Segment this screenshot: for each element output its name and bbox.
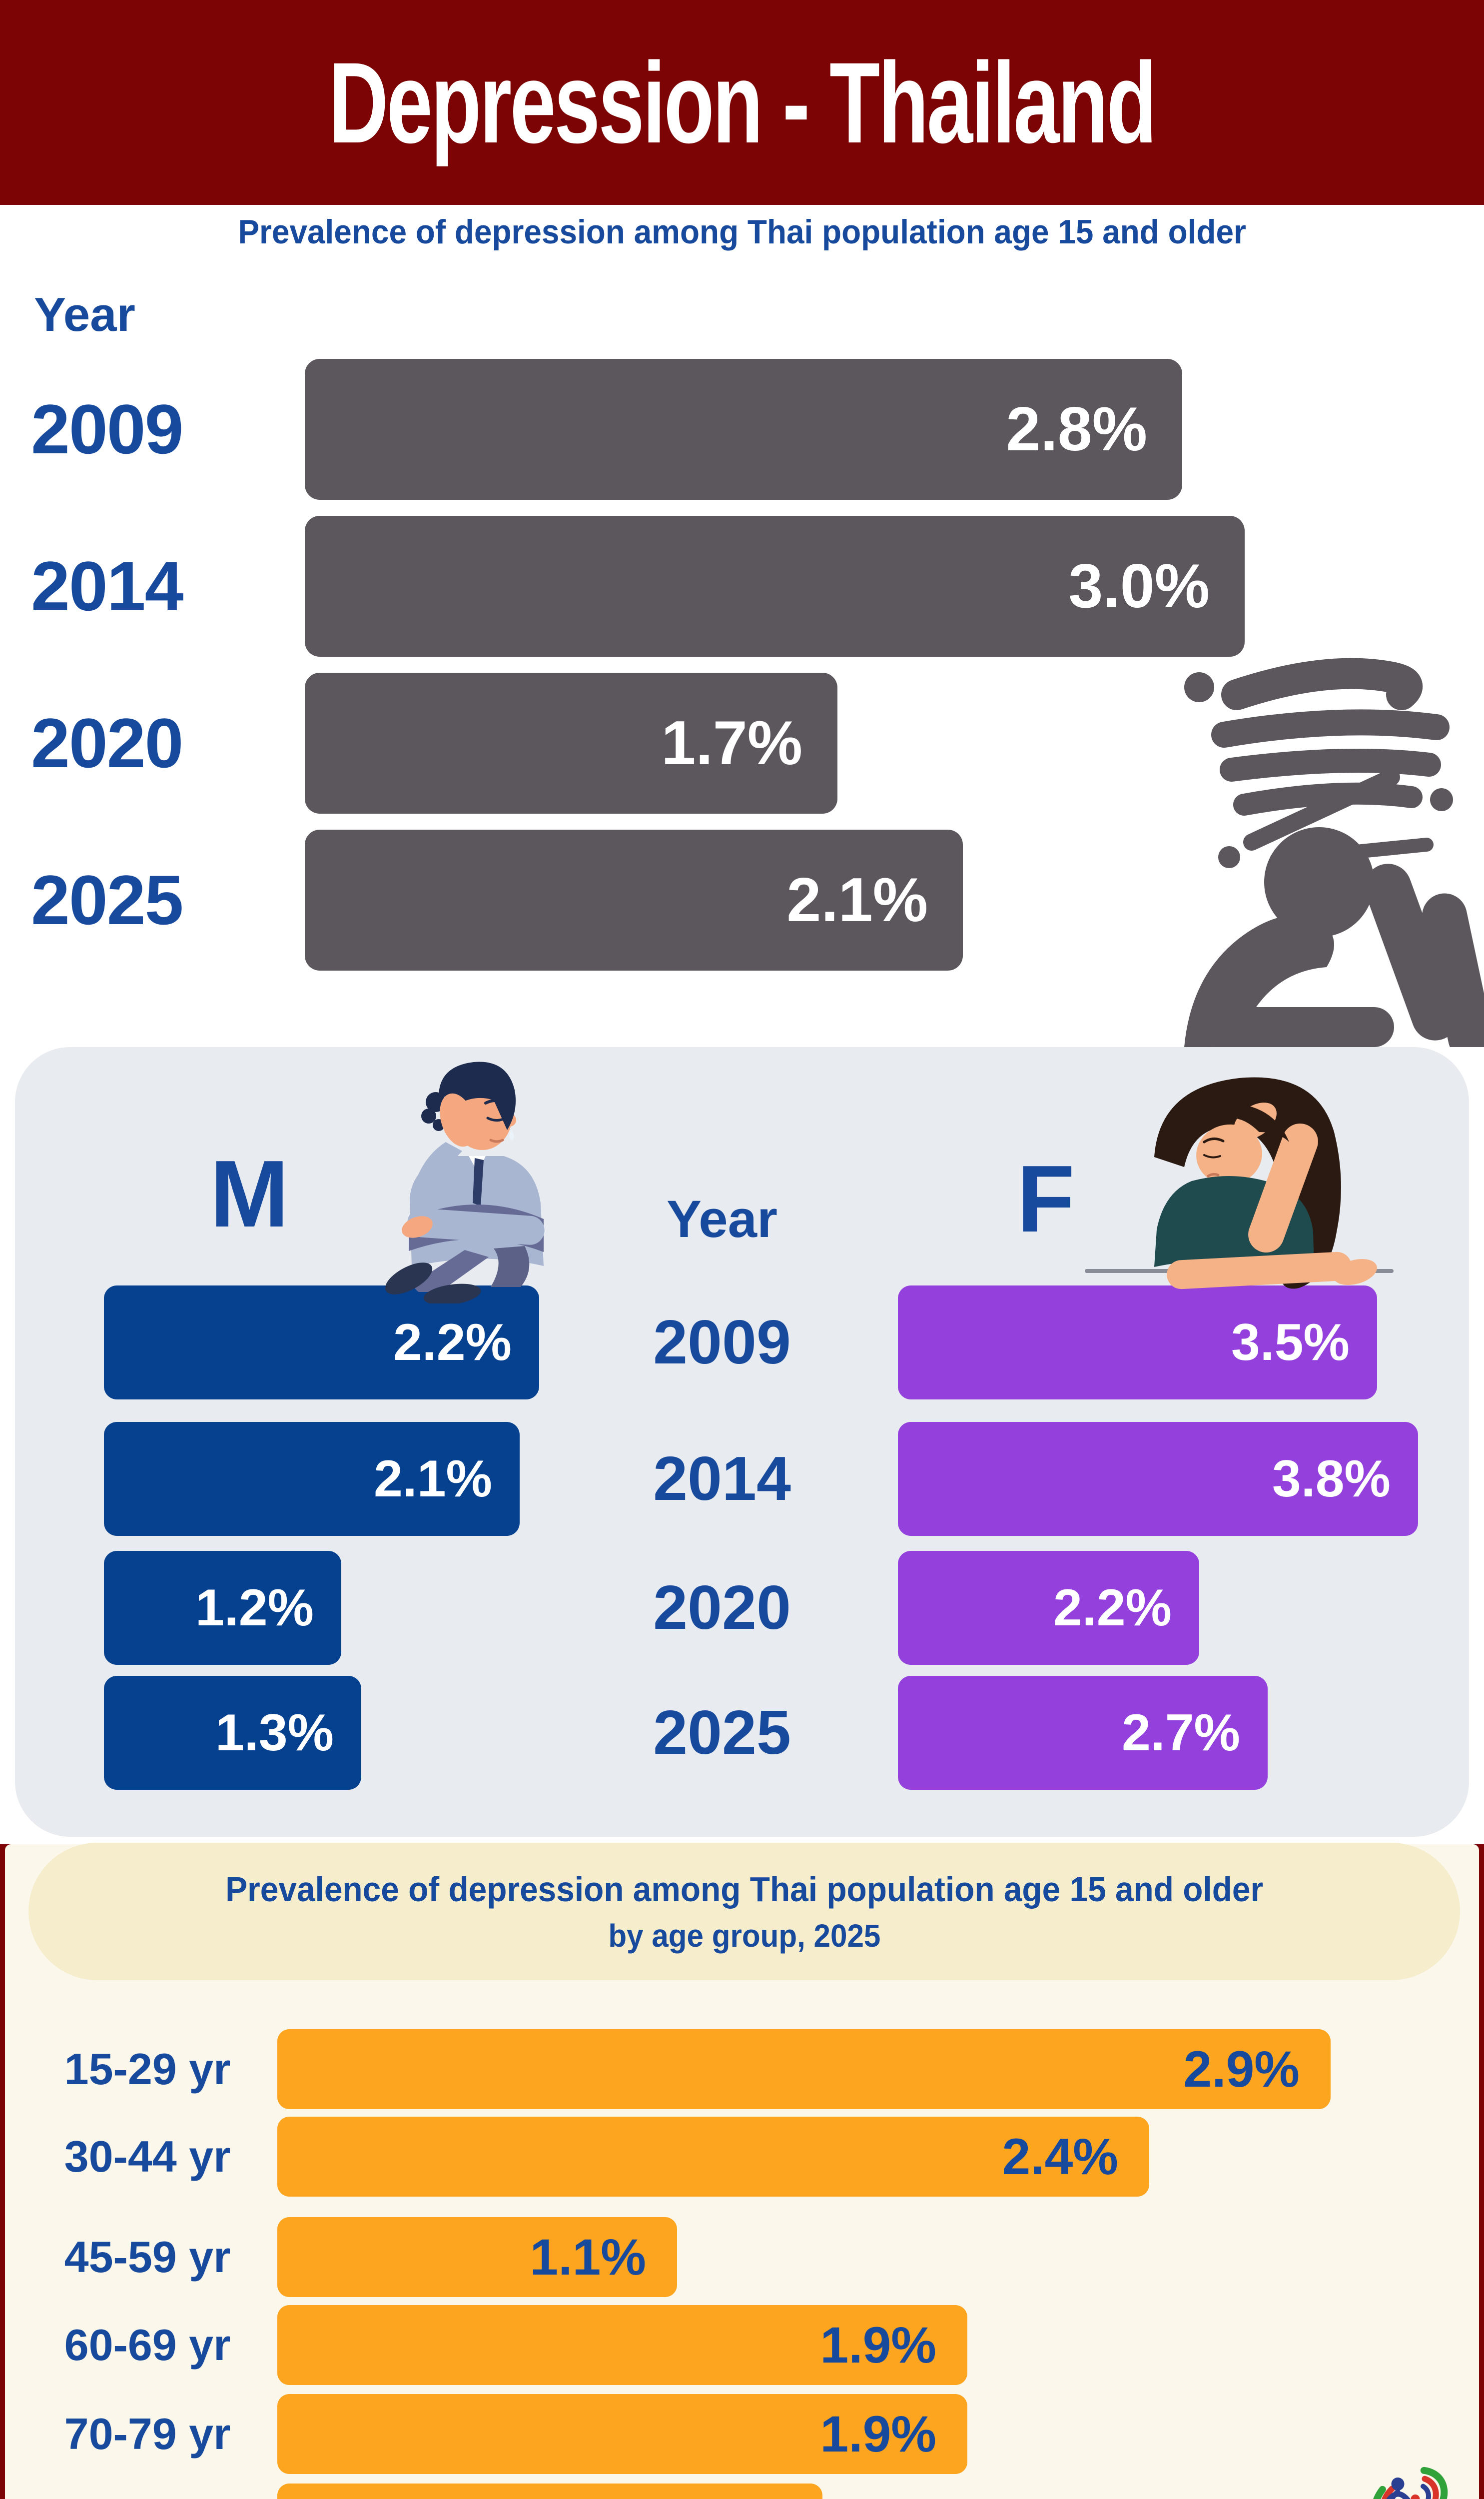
- age-category-label: 80 and up: [30, 2484, 265, 2499]
- sex-comparison-panel: M F Year 2.2% 2009 3.5% 2.1% 2014 3.8% 1…: [15, 1047, 1469, 1837]
- male-series-label: M: [210, 1141, 289, 1247]
- sex-chart-year-label: 2014: [653, 1444, 791, 1513]
- sex-row-2014: 2.1% 2014 3.8%: [15, 1422, 1469, 1536]
- sad-woman-illustration: [1085, 1077, 1394, 1289]
- age-category-label: 45-59 yr: [64, 2232, 231, 2282]
- depressed-person-icon: [1184, 658, 1484, 1047]
- age-section: Prevalence of depression among Thai popu…: [5, 1843, 1479, 2499]
- female-bar: 2.7%: [898, 1676, 1268, 1790]
- female-bar: 2.2%: [898, 1551, 1199, 1665]
- age-chart-title-line2: by age group, 2025: [608, 1917, 880, 1954]
- age-bar: 1.9%: [277, 2394, 967, 2474]
- female-series-label: F: [1017, 1146, 1075, 1252]
- male-bar: 2.1%: [104, 1422, 520, 1536]
- age-bar: 2.4%: [277, 2117, 1149, 2197]
- sex-row-2025: 1.3% 2025 2.7%: [15, 1676, 1469, 1790]
- chart1-bar: 3.0%: [305, 516, 1245, 657]
- age-bar: 1.9%: [277, 2305, 967, 2385]
- age-value-label: 2.4%: [1002, 2128, 1119, 2185]
- male-bar: 1.2%: [104, 1551, 341, 1665]
- chart1-bar: 2.1%: [305, 830, 963, 971]
- age-row-70-79: 70-79 yr 1.9%: [5, 2394, 1479, 2474]
- chart1-category-label: 2025: [31, 861, 183, 939]
- age-bar: 2.9%: [277, 2029, 1331, 2109]
- age-bar: 1.1%: [277, 2217, 677, 2297]
- age-row-80-up: 80 and up 1.5%: [5, 2484, 1479, 2499]
- page-title: Depression - Thailand: [328, 38, 1157, 167]
- age-row-45-59: 45-59 yr 1.1%: [5, 2217, 1479, 2297]
- male-bar: 2.2%: [104, 1285, 539, 1399]
- age-row-30-44: 30-44 yr 2.4%: [5, 2117, 1479, 2197]
- chart1-row-2020: 2020 1.7%: [0, 673, 1484, 814]
- age-chart-title-pill: Prevalence of depression among Thai popu…: [28, 1843, 1460, 1980]
- chart1-category-label: 2014: [31, 547, 183, 625]
- nhes-logo: สสท. การสำรวจสุขภาพประชาชนไทย: [1349, 2459, 1469, 2499]
- chart1-value-label: 1.7%: [661, 709, 802, 778]
- male-bar: 1.3%: [104, 1676, 361, 1790]
- age-category-label: 70-79 yr: [64, 2409, 231, 2459]
- female-value-label: 3.5%: [1231, 1313, 1350, 1371]
- chart1-category-label: 2009: [31, 390, 183, 468]
- age-value-label: 2.9%: [1183, 2041, 1300, 2098]
- age-row-60-69: 60-69 yr 1.9%: [5, 2305, 1479, 2385]
- age-category-label: 30-44 yr: [64, 2132, 231, 2181]
- female-bar: 3.8%: [898, 1422, 1418, 1536]
- female-bar: 3.5%: [898, 1285, 1377, 1399]
- chart1-category-label: 2020: [31, 704, 183, 782]
- chart1-row-2014: 2014 3.0%: [0, 516, 1484, 657]
- sex-chart-year-label: 2009: [653, 1308, 791, 1377]
- chart1-bar: 1.7%: [305, 673, 837, 814]
- nhes-logo-icon: [1371, 2467, 1448, 2499]
- male-value-label: 1.3%: [215, 1704, 334, 1762]
- sad-man-illustration: [385, 1062, 545, 1303]
- chart1-value-label: 3.0%: [1068, 552, 1210, 621]
- sex-row-2020: 1.2% 2020 2.2%: [15, 1551, 1469, 1665]
- age-chart-title-line1: Prevalence of depression among Thai popu…: [225, 1869, 1263, 1909]
- sex-chart-year-label: 2020: [653, 1573, 791, 1642]
- chart1-value-label: 2.8%: [1006, 395, 1147, 464]
- chart1-row-2025: 2025 2.1%: [0, 830, 1484, 971]
- chart1-value-label: 2.1%: [786, 866, 928, 935]
- header-banner: Depression - Thailand: [0, 0, 1484, 205]
- age-value-label: 1.9%: [820, 2406, 937, 2463]
- age-bar: 1.5%: [277, 2484, 822, 2499]
- female-value-label: 2.2%: [1053, 1579, 1172, 1637]
- age-value-label: 1.5%: [676, 2484, 792, 2499]
- male-value-label: 2.2%: [393, 1313, 512, 1371]
- male-value-label: 2.1%: [373, 1450, 492, 1508]
- age-category-label: 60-69 yr: [64, 2320, 231, 2370]
- age-category-label: 15-29 yr: [64, 2044, 231, 2094]
- male-value-label: 1.2%: [195, 1579, 314, 1637]
- female-value-label: 3.8%: [1272, 1450, 1391, 1508]
- age-value-label: 1.9%: [820, 2317, 937, 2374]
- age-value-label: 1.1%: [530, 2229, 647, 2286]
- female-value-label: 2.7%: [1121, 1704, 1240, 1762]
- age-row-15-29: 15-29 yr 2.9%: [5, 2029, 1479, 2109]
- chart1-bar: 2.8%: [305, 359, 1182, 500]
- sex-row-2009: 2.2% 2009 3.5%: [15, 1285, 1469, 1399]
- chart1-row-2009: 2009 2.8%: [0, 359, 1484, 500]
- chart1-title: Prevalence of depression among Thai popu…: [238, 213, 1246, 251]
- sex-chart-year-label: 2025: [653, 1698, 791, 1767]
- chart1-axis-header: Year: [34, 288, 135, 341]
- sex-chart-axis-header: Year: [667, 1190, 777, 1249]
